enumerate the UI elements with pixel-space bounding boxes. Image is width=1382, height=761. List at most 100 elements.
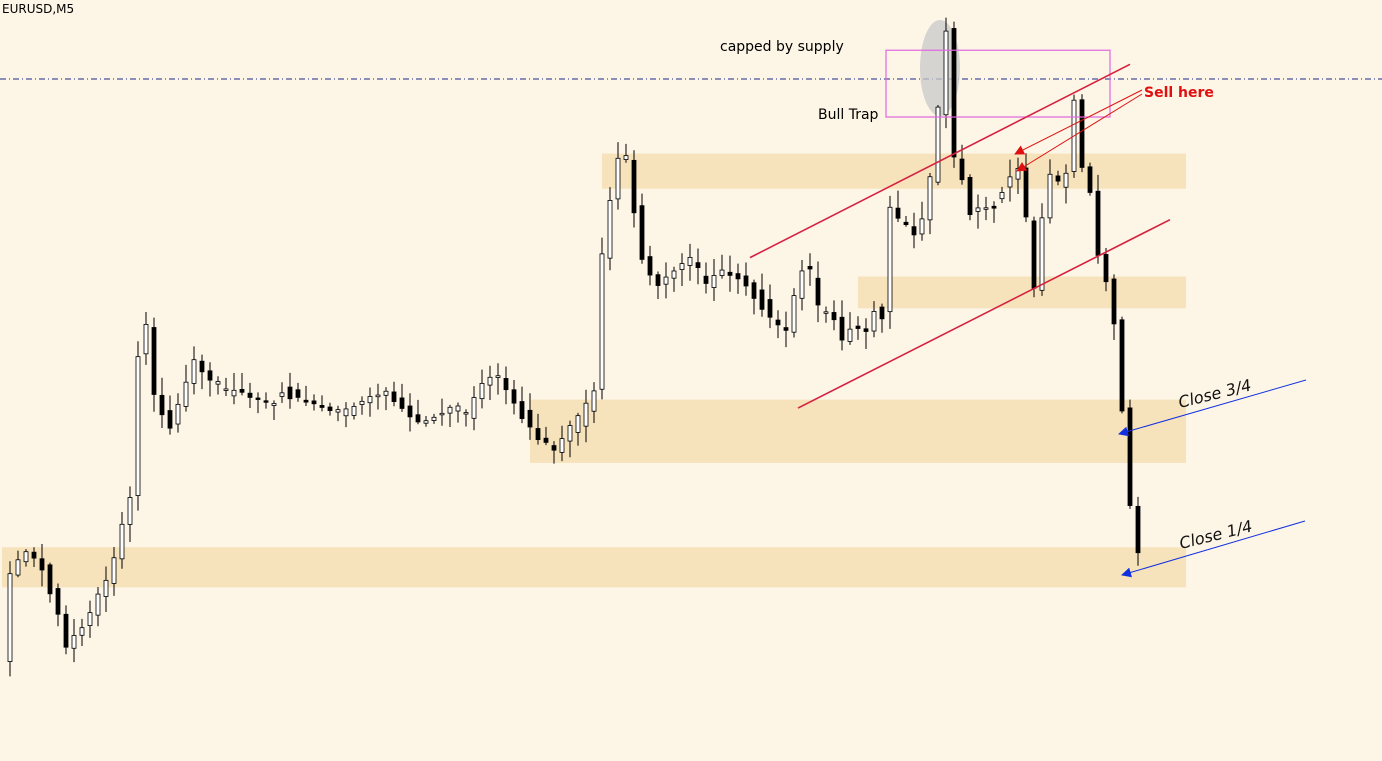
candle-body (1063, 172, 1069, 188)
candle-body (1127, 407, 1133, 506)
candle-body (783, 327, 789, 331)
candle (663, 262, 669, 299)
candle (119, 511, 125, 569)
candle-body (143, 324, 149, 355)
candle (55, 583, 61, 627)
candle (359, 396, 365, 415)
candle (1111, 274, 1117, 341)
bull-trap-highlight (920, 20, 960, 116)
candle-body (919, 218, 925, 235)
candle-body (335, 409, 341, 413)
candle (431, 413, 437, 424)
candle (7, 561, 13, 677)
candle (783, 311, 789, 348)
candle-body (719, 269, 725, 276)
candle-body (87, 612, 93, 626)
supply-annotation: capped by supply (720, 39, 844, 55)
candle-body (743, 275, 749, 287)
candle-body (975, 207, 981, 212)
candle-body (647, 256, 653, 276)
candle (567, 420, 573, 458)
candle (799, 259, 805, 311)
candle (23, 549, 29, 567)
candle (1047, 159, 1053, 224)
candle-body (631, 159, 637, 214)
candle (1127, 399, 1133, 509)
candle-body (775, 319, 781, 326)
candle-body (311, 400, 317, 405)
candle (815, 261, 821, 323)
candle (759, 273, 765, 317)
candle (551, 441, 557, 464)
candle (455, 402, 461, 423)
candles-layer (7, 17, 1141, 677)
candle-body (199, 360, 205, 373)
candle-body (127, 497, 133, 525)
candle (999, 186, 1005, 204)
candle (967, 174, 973, 221)
candle (599, 237, 605, 400)
candle-body (1047, 173, 1053, 219)
candle (135, 341, 141, 511)
candle (935, 104, 941, 186)
candle (415, 399, 421, 425)
candle-body (255, 397, 261, 400)
candle-body (439, 412, 445, 416)
candle-body (999, 192, 1005, 200)
candle (863, 318, 869, 349)
candle (527, 393, 533, 440)
candle-body (415, 414, 421, 423)
candle (591, 382, 597, 423)
candle (511, 380, 517, 415)
candle (559, 425, 565, 462)
candle (31, 547, 37, 568)
candle (407, 393, 413, 432)
candle-body (895, 207, 901, 219)
sell-arrow-1 (1014, 89, 1143, 155)
candle-body (759, 289, 765, 310)
candle-body (815, 277, 821, 306)
candle-body (271, 403, 277, 406)
candle (895, 190, 901, 222)
candle-body (79, 627, 85, 636)
candle-body (303, 399, 309, 403)
candle (847, 312, 853, 345)
candle-body (279, 392, 285, 397)
candle (543, 426, 549, 446)
candle-body (639, 205, 645, 260)
candle-body (1031, 220, 1037, 289)
candle (703, 262, 709, 294)
candle-body (367, 396, 373, 404)
candle (831, 300, 837, 331)
candle (519, 386, 525, 424)
candle (655, 271, 661, 300)
candle-body (383, 390, 389, 396)
candle-body (223, 388, 229, 391)
candle-body (39, 558, 45, 571)
candle-body (207, 370, 213, 381)
zone-mid (858, 276, 1186, 309)
candle-body (7, 573, 13, 662)
channel-lower-line (797, 218, 1171, 409)
candle (1055, 170, 1061, 186)
candle-body (447, 406, 453, 414)
candle-body (543, 437, 549, 443)
candle (223, 377, 229, 396)
candle-body (119, 523, 125, 560)
candle-body (935, 106, 941, 183)
candle (607, 187, 613, 271)
candle-body (495, 375, 501, 378)
bull-trap-annotation: Bull Trap (818, 107, 879, 123)
candle (159, 377, 165, 429)
candle-body (959, 158, 965, 181)
zone-bottom (2, 547, 1186, 588)
candle-body (287, 386, 293, 400)
candle (871, 301, 877, 338)
candle (351, 402, 357, 420)
candle-body (591, 390, 597, 412)
candle-body (735, 273, 741, 280)
candle-body (375, 394, 381, 398)
candle-body (1007, 176, 1013, 188)
candle (319, 395, 325, 412)
candle-body (823, 311, 829, 314)
